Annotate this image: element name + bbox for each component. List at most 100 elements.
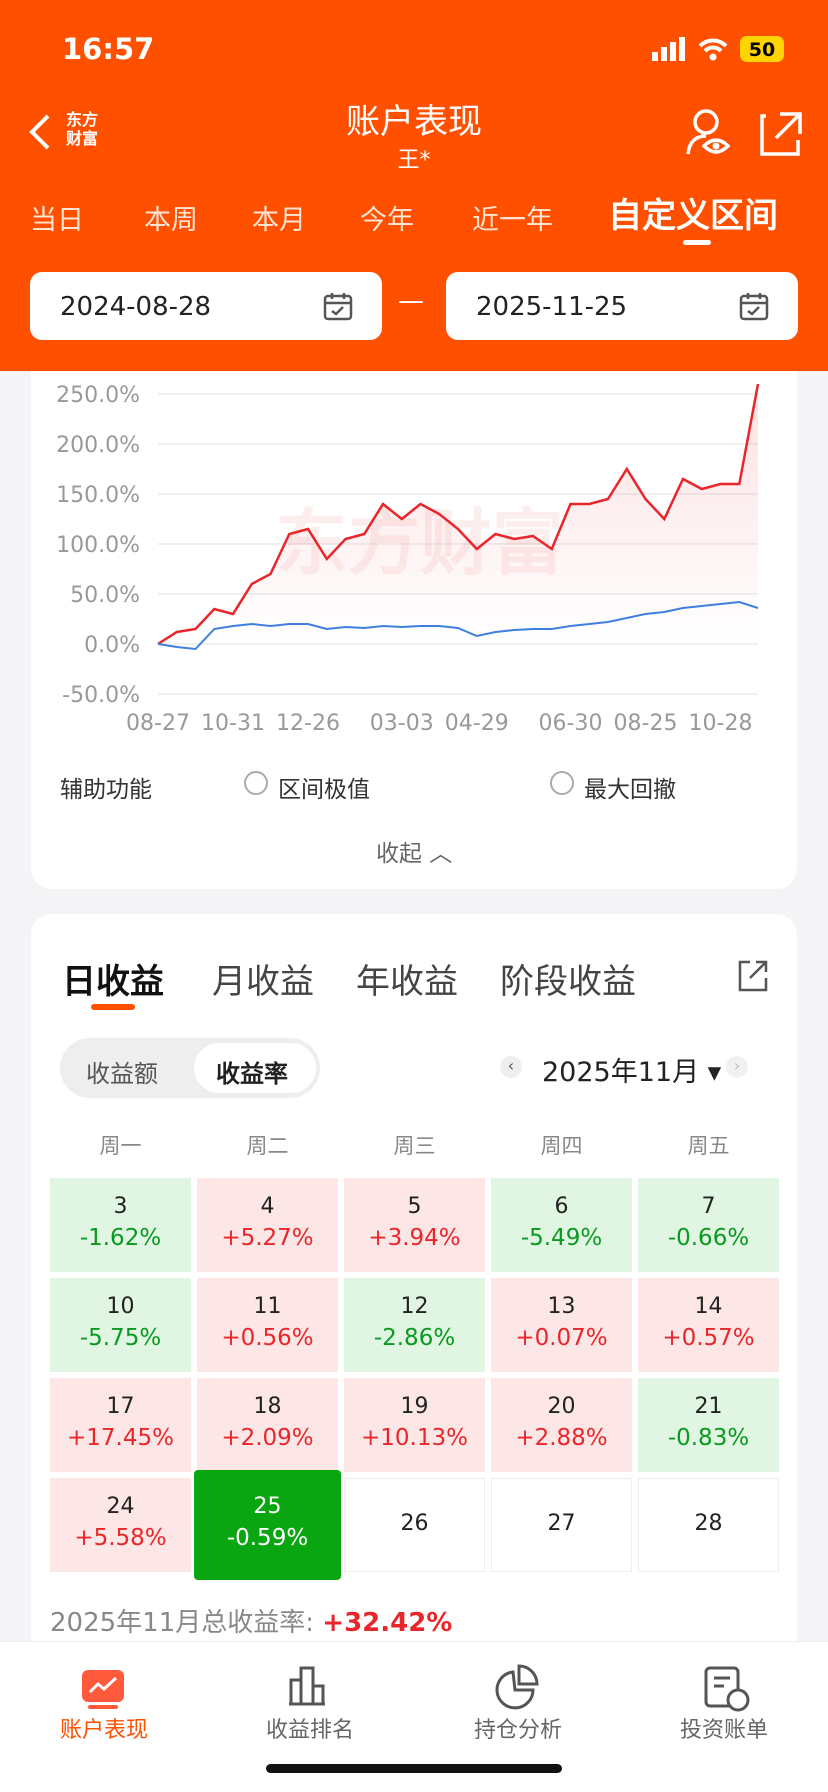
nav-item[interactable]: 账户表现: [59, 1718, 148, 1743]
collapse[interactable]: 收起 ︿: [376, 841, 453, 867]
change: -0.66%: [667, 1225, 750, 1251]
x-tick-label: 08-27: [126, 711, 190, 736]
day-cell[interactable]: 25 -0.59%: [194, 1470, 341, 1580]
day: 17: [106, 1394, 135, 1419]
next-month[interactable]: ›: [726, 1056, 748, 1078]
start-date[interactable]: 2024-08-28: [30, 272, 382, 340]
toggle-option[interactable]: 收益率: [216, 1060, 288, 1088]
change: +0.07%: [515, 1325, 608, 1351]
day-cell[interactable]: 14 +0.57%: [638, 1278, 779, 1372]
weekday: 周二: [246, 1134, 289, 1158]
weekday: 周三: [393, 1134, 436, 1158]
earn-tab[interactable]: 阶段收益: [500, 962, 636, 1002]
day-cell[interactable]: 4 +5.27%: [197, 1178, 338, 1272]
prev-month[interactable]: ‹: [500, 1056, 522, 1078]
y-tick-label: 250.0%: [56, 383, 140, 408]
day-cell[interactable]: 19 +10.13%: [344, 1378, 485, 1472]
assist-option[interactable]: 最大回撤: [584, 777, 676, 803]
tab[interactable]: 本周: [144, 205, 198, 236]
battery: 50: [749, 39, 775, 61]
day-cell[interactable]: 18 +2.09%: [197, 1378, 338, 1472]
day: 27: [547, 1511, 576, 1536]
change: +2.09%: [221, 1425, 314, 1451]
change: +17.45%: [67, 1425, 174, 1451]
y-tick-label: 100.0%: [56, 533, 140, 558]
calendar-icon: [739, 293, 769, 321]
day-cell[interactable]: 24 +5.58%: [50, 1478, 191, 1572]
day: 10: [106, 1294, 135, 1319]
tab[interactable]: 今年: [360, 205, 414, 236]
x-tick-label: 08-25: [614, 711, 678, 736]
change: +2.88%: [515, 1425, 608, 1451]
change: -1.62%: [79, 1225, 162, 1251]
weekday: 周五: [687, 1134, 730, 1158]
day-cell[interactable]: 13 +0.07%: [491, 1278, 632, 1372]
x-tick-label: 10-28: [689, 711, 753, 736]
logo: 东方 财富: [66, 110, 99, 148]
day-cell[interactable]: 21 -0.83%: [638, 1378, 779, 1472]
weekday: 周一: [99, 1134, 142, 1158]
day: 7: [701, 1194, 716, 1219]
y-tick-label: 0.0%: [84, 633, 140, 658]
day-cell[interactable]: 3 -1.62%: [50, 1178, 191, 1272]
assist-option[interactable]: 区间极值: [278, 777, 370, 803]
day-cell[interactable]: 27: [491, 1478, 632, 1572]
change: +5.27%: [221, 1225, 314, 1251]
month[interactable]: 2025年11月 ▾: [542, 1057, 722, 1088]
day-cell[interactable]: 11 +0.56%: [197, 1278, 338, 1372]
share[interactable]: [734, 958, 770, 994]
change: -5.49%: [520, 1225, 603, 1251]
earn-tab[interactable]: 日收益: [62, 962, 164, 1002]
change: +0.57%: [662, 1325, 755, 1351]
home-indicator: [266, 1764, 562, 1773]
nav-item[interactable]: 持仓分析: [473, 1718, 562, 1743]
title: 账户表现: [346, 102, 482, 142]
earn-tab[interactable]: 年收益: [356, 962, 458, 1002]
day: 25: [253, 1494, 282, 1519]
earn-tab[interactable]: 月收益: [212, 962, 314, 1002]
change: +0.56%: [221, 1325, 314, 1351]
total-label: 2025年11月总收益率:: [50, 1608, 323, 1638]
header-icons: [686, 109, 802, 156]
day-cell[interactable]: 26: [344, 1478, 485, 1572]
tab[interactable]: 近一年: [472, 205, 553, 236]
day-cell[interactable]: 5 +3.94%: [344, 1178, 485, 1272]
nav-item[interactable]: 投资账单: [679, 1718, 768, 1743]
day: 19: [400, 1394, 429, 1419]
day: 11: [253, 1294, 282, 1319]
y-tick-label: 50.0%: [70, 583, 140, 608]
day-cell[interactable]: 12 -2.86%: [344, 1278, 485, 1372]
tab[interactable]: 当日: [30, 205, 84, 236]
toggle-option[interactable]: 收益额: [86, 1060, 158, 1088]
radio[interactable]: [550, 771, 574, 795]
radio[interactable]: [244, 771, 268, 795]
tab[interactable]: 本月: [252, 205, 306, 236]
day: 4: [260, 1194, 275, 1219]
back[interactable]: [26, 112, 56, 152]
day-cell[interactable]: 10 -5.75%: [50, 1278, 191, 1372]
assist-label: 辅助功能: [60, 777, 152, 803]
change: -0.59%: [226, 1525, 309, 1551]
series-line: [157, 600, 759, 651]
nav-item[interactable]: 收益排名: [265, 1718, 354, 1743]
separator: —: [398, 286, 424, 316]
day-cell[interactable]: 7 -0.66%: [638, 1178, 779, 1272]
collapse-text: 收起: [376, 841, 422, 867]
day-cell[interactable]: 28: [638, 1478, 779, 1572]
day-cell[interactable]: 20 +2.88%: [491, 1378, 632, 1472]
y-tick-label: 200.0%: [56, 433, 140, 458]
day: 20: [547, 1394, 576, 1419]
end-date[interactable]: 2025-11-25: [446, 272, 798, 340]
tab-indicator: [683, 240, 711, 245]
subtitle: 王*: [397, 148, 431, 173]
day: 28: [694, 1511, 723, 1536]
day-cell[interactable]: 17 +17.45%: [50, 1378, 191, 1472]
day: 14: [694, 1294, 723, 1319]
chart: 250.0% 200.0% 150.0% 100.0% 50.0% 0.0% -50.0% 0…: [56, 383, 760, 736]
day: 3: [113, 1194, 128, 1219]
day-cell[interactable]: 6 -5.49%: [491, 1178, 632, 1272]
x-tick-label: 10-31: [201, 711, 265, 736]
x-tick-label: 04-29: [445, 711, 509, 736]
day: 6: [554, 1194, 569, 1219]
tab[interactable]: 自定义区间: [608, 196, 778, 236]
